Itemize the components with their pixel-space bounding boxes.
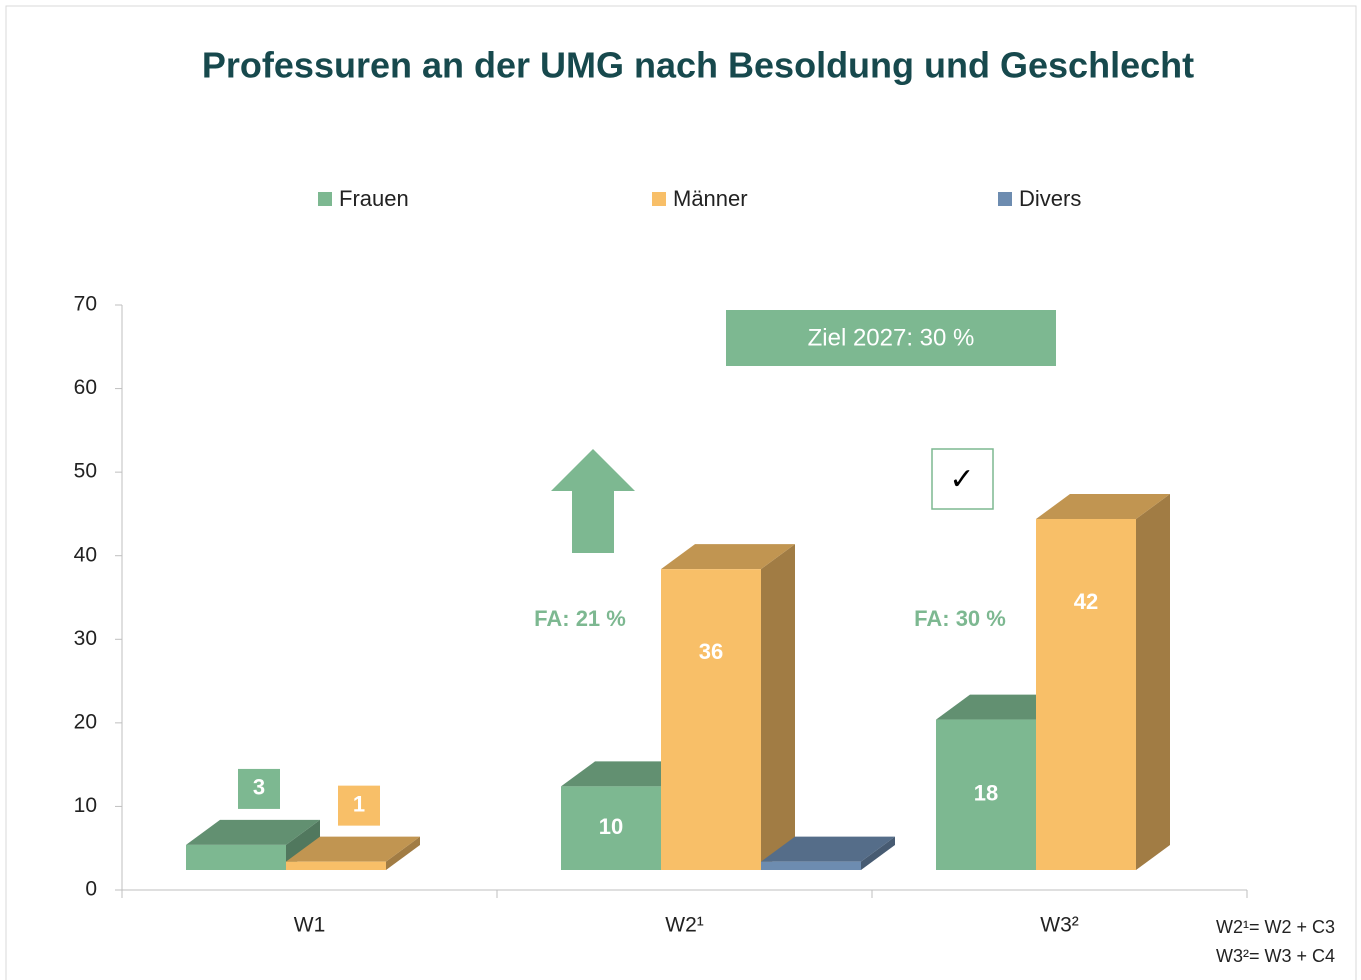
- data-label: 42: [1074, 589, 1098, 614]
- footnote: W3²= W3 + C4: [1216, 946, 1335, 966]
- bar-front: [286, 861, 386, 870]
- legend-label: Frauen: [339, 186, 409, 211]
- bar-front: [661, 569, 761, 870]
- fa-label: FA: 21 %: [534, 606, 626, 631]
- bar-top: [186, 819, 320, 845]
- data-label: 1: [353, 791, 365, 816]
- bar-side: [861, 836, 895, 870]
- goal-box: [726, 310, 1056, 366]
- bar: [1036, 494, 1170, 870]
- y-tick-label: 30: [74, 627, 97, 650]
- bar-top: [761, 836, 895, 862]
- chart-border: [5, 5, 1357, 980]
- legend-swatch: [998, 192, 1012, 206]
- chart-title: Professuren an der UMG nach Besoldung un…: [202, 45, 1194, 86]
- y-tick-label: 70: [74, 293, 97, 316]
- x-tick-label: W3²: [1040, 914, 1079, 937]
- y-tick-label: 0: [85, 878, 97, 901]
- y-tick-label: 60: [74, 376, 97, 399]
- legend-label: Männer: [673, 186, 748, 211]
- bar-front: [186, 844, 286, 870]
- data-label: 3: [253, 775, 265, 800]
- x-tick-label: W2¹: [665, 914, 704, 937]
- x-tick-label: W1: [294, 914, 326, 937]
- y-tick-label: 50: [74, 460, 97, 483]
- bar-side: [386, 836, 420, 870]
- check-box: [931, 448, 994, 510]
- up-arrow: [551, 449, 635, 553]
- bar: [661, 544, 795, 870]
- y-tick-label: 20: [74, 710, 97, 733]
- bar-front: [761, 861, 861, 870]
- legend-label: Divers: [1019, 186, 1081, 211]
- bar: [286, 836, 420, 870]
- bar-top: [286, 836, 420, 862]
- legend-swatch: [318, 192, 332, 206]
- bar-side: [761, 544, 795, 870]
- data-label-box: [238, 768, 280, 809]
- check-mark: ✓: [949, 463, 974, 496]
- goal-text: Ziel 2027: 30 %: [808, 324, 975, 351]
- footnote: W2¹= W2 + C3: [1216, 917, 1335, 937]
- bar-top: [1036, 494, 1170, 519]
- data-label-box: [338, 785, 380, 826]
- fa-label: FA: 30 %: [914, 606, 1006, 631]
- data-label: 10: [599, 814, 623, 839]
- bar-top: [661, 544, 795, 570]
- bar-side: [1136, 494, 1170, 870]
- bar: [761, 836, 895, 870]
- bar-front: [1036, 519, 1136, 870]
- y-tick-label: 10: [74, 794, 97, 817]
- y-tick-label: 40: [74, 543, 97, 566]
- data-label: 36: [699, 639, 723, 664]
- legend-swatch: [652, 192, 666, 206]
- bar-front: [936, 719, 1036, 870]
- bar-front: [561, 786, 661, 870]
- data-label: 18: [974, 781, 998, 806]
